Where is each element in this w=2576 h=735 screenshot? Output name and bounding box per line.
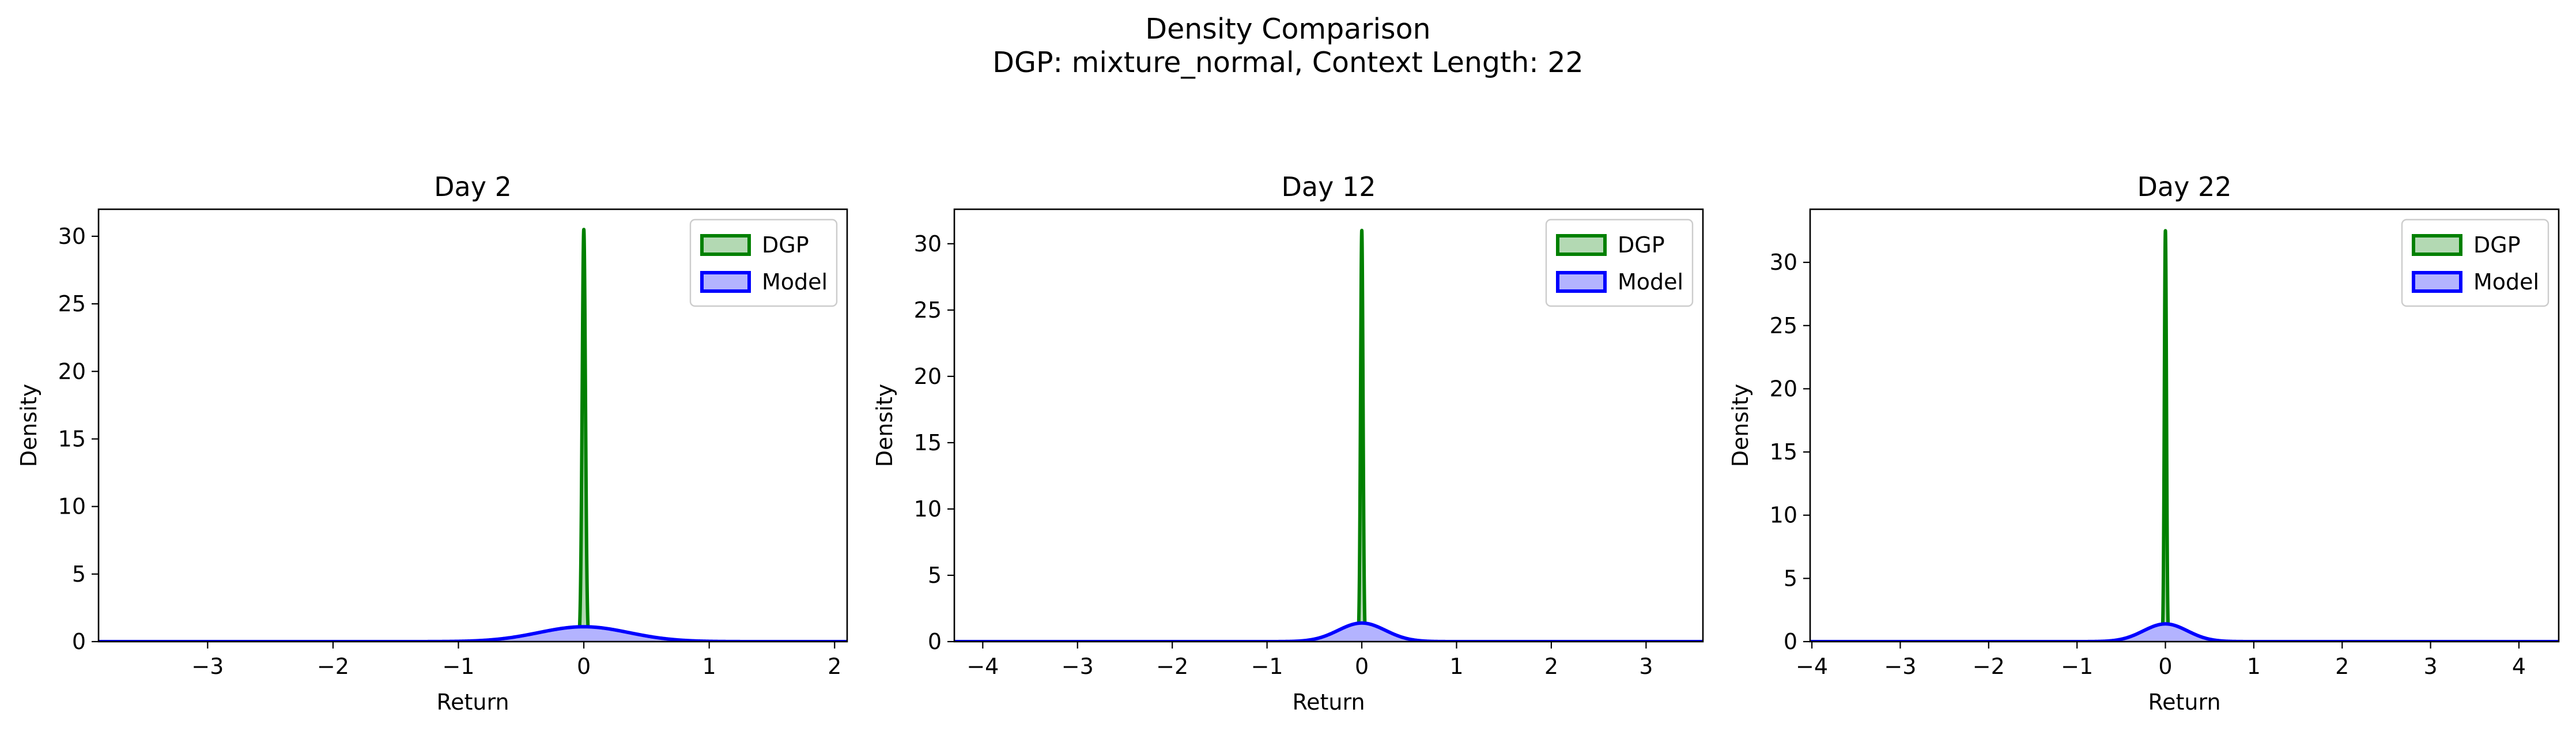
- panel-title: Day 2: [434, 171, 512, 202]
- y-tick-label: 25: [914, 297, 942, 323]
- x-axis-label: Return: [2148, 689, 2220, 715]
- density-line-model: [954, 621, 1703, 642]
- legend-label-dgp: DGP: [1618, 232, 1665, 258]
- x-tick-label: 1: [702, 654, 716, 679]
- plot-area: [1810, 229, 2559, 642]
- y-tick-label: 10: [914, 496, 942, 522]
- x-tick-label: −2: [317, 654, 349, 679]
- x-tick-label: 0: [2158, 654, 2172, 679]
- x-tick-label: 2: [2335, 654, 2349, 679]
- legend-swatch-model: [700, 271, 751, 293]
- x-tick-label: −4: [1796, 654, 1828, 679]
- legend-swatch-dgp: [1556, 234, 1607, 256]
- x-axis-label: Return: [436, 689, 509, 715]
- density-line-dgp: [1810, 229, 2559, 642]
- y-tick-label: 0: [72, 629, 86, 654]
- x-tick-label: −2: [1973, 654, 2005, 679]
- legend-swatch-dgp: [700, 234, 751, 256]
- x-tick-label: −2: [1156, 654, 1188, 679]
- legend-label-model: Model: [1618, 269, 1683, 295]
- y-tick-label: 0: [1784, 629, 1797, 654]
- legend-label-dgp: DGP: [762, 232, 809, 258]
- y-tick-label: 25: [58, 291, 86, 316]
- x-tick-label: 2: [1544, 654, 1558, 679]
- legend: DGP Model: [1545, 218, 1694, 307]
- legend-label-dgp: DGP: [2473, 232, 2521, 258]
- y-tick-label: 30: [1770, 250, 1797, 275]
- density-line-dgp: [99, 228, 847, 642]
- x-tick-label: −3: [191, 654, 224, 679]
- y-tick-label: 0: [928, 629, 942, 654]
- y-tick-label: 30: [914, 231, 942, 257]
- y-tick-label: 5: [72, 561, 86, 587]
- legend: DGP Model: [689, 218, 838, 307]
- density-line-model: [99, 625, 847, 642]
- axes-frame: [953, 208, 1704, 643]
- plot-area: [954, 228, 1703, 642]
- y-axis-label: Density: [872, 384, 897, 467]
- density-line-model: [1810, 622, 2559, 642]
- y-axis-label: Density: [1728, 384, 1753, 467]
- x-tick-label: −1: [1251, 654, 1283, 679]
- y-axis-label: Density: [16, 384, 41, 467]
- legend-label-model: Model: [2473, 269, 2539, 295]
- legend-swatch-dgp: [2412, 234, 2462, 256]
- y-tick-label: 5: [1784, 566, 1797, 591]
- density-fill-model: [954, 623, 1703, 642]
- y-tick-label: 20: [58, 359, 86, 384]
- x-tick-label: −1: [2061, 654, 2093, 679]
- x-tick-label: 4: [2512, 654, 2526, 679]
- panel-title: Day 22: [2137, 171, 2232, 202]
- x-tick-label: 0: [577, 654, 591, 679]
- density-line-dgp: [954, 228, 1703, 642]
- figure-subtitle: DGP: mixture_normal, Context Length: 22: [992, 46, 1584, 79]
- x-tick-label: 2: [828, 654, 841, 679]
- x-tick-label: 1: [1449, 654, 1463, 679]
- y-tick-label: 10: [58, 494, 86, 519]
- y-tick-label: 15: [914, 430, 942, 455]
- x-tick-label: −4: [966, 654, 999, 679]
- x-tick-label: 3: [1639, 654, 1653, 679]
- y-tick-label: 30: [58, 224, 86, 249]
- panel-3: −4 −3 −2 −1 0 1 2 3 4 0 5 10 15 20 25 30 Day 22 Return Den…: [1728, 171, 2560, 715]
- y-tick-label: 25: [1770, 313, 1797, 338]
- x-tick-label: −1: [442, 654, 474, 679]
- y-tick-label: 10: [1770, 503, 1797, 528]
- y-tick-label: 15: [58, 426, 86, 451]
- y-tick-label: 15: [1770, 439, 1797, 465]
- legend: DGP Model: [2401, 218, 2549, 307]
- y-tick-label: 20: [1770, 376, 1797, 401]
- legend-label-model: Model: [762, 269, 828, 295]
- x-tick-label: 3: [2424, 654, 2438, 679]
- axes-frame: [1809, 208, 2560, 643]
- panel-title: Day 12: [1282, 171, 1376, 202]
- x-tick-label: 0: [1355, 654, 1369, 679]
- x-tick-label: −3: [1062, 654, 1094, 679]
- density-fill-model: [1810, 624, 2559, 642]
- legend-swatch-model: [2412, 271, 2462, 293]
- axes-frame: [97, 208, 848, 643]
- y-tick-label: 5: [928, 563, 942, 588]
- legend-swatch-model: [1556, 271, 1607, 293]
- x-tick-label: −3: [1884, 654, 1916, 679]
- figure-title: Density Comparison: [1145, 13, 1431, 46]
- x-axis-label: Return: [1292, 689, 1365, 715]
- x-tick-label: 1: [2247, 654, 2261, 679]
- y-tick-label: 20: [914, 364, 942, 389]
